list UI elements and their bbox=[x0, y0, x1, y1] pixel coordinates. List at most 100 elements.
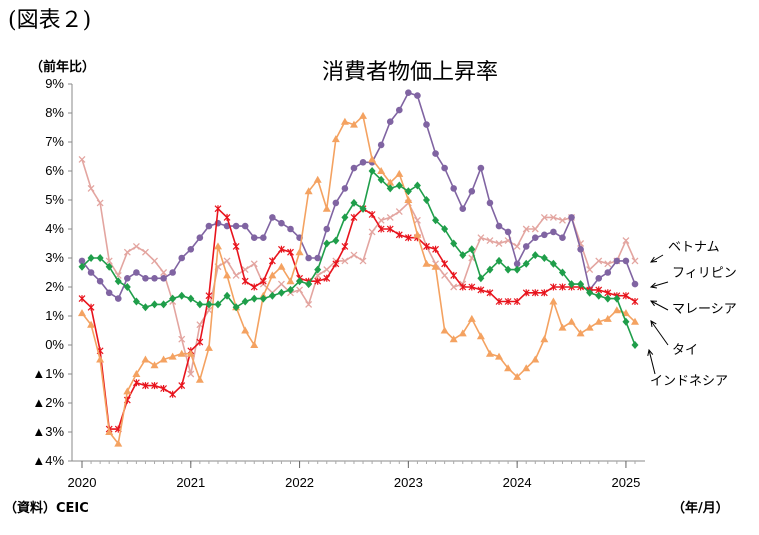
data-point-s4-m50 bbox=[531, 251, 539, 260]
data-point-s4-m59 bbox=[613, 294, 621, 303]
data-point-s4-m36 bbox=[404, 187, 412, 196]
data-point-s3-m18 bbox=[241, 326, 250, 334]
data-point-s4-m54 bbox=[568, 280, 576, 289]
data-point-s4-m5 bbox=[123, 283, 131, 291]
label-arrow-line bbox=[650, 281, 669, 288]
label-arrow-head bbox=[647, 348, 654, 356]
data-point-s1-m0 bbox=[78, 257, 86, 265]
data-point-s0-m51 bbox=[540, 213, 548, 221]
data-point-s2-m19 bbox=[250, 283, 258, 291]
data-point-s4-m45 bbox=[486, 265, 494, 274]
data-point-s0-m60 bbox=[622, 237, 630, 245]
data-point-s1-m51 bbox=[541, 231, 548, 239]
data-point-s1-m34 bbox=[386, 118, 394, 125]
data-point-s3-m37 bbox=[413, 230, 422, 238]
data-point-s4-m41 bbox=[450, 239, 458, 248]
data-point-s2-m17 bbox=[232, 242, 240, 250]
data-point-s2-m0 bbox=[78, 295, 86, 303]
data-point-s4-m51 bbox=[540, 254, 548, 262]
data-point-s1-m30 bbox=[350, 164, 358, 172]
x-axis-unit-label: （年/月） bbox=[672, 501, 729, 516]
data-point-s2-m27 bbox=[323, 274, 331, 282]
data-point-s2-m6 bbox=[132, 379, 140, 387]
data-point-s0-m0 bbox=[78, 155, 86, 163]
data-point-s4-m11 bbox=[178, 291, 186, 300]
data-point-s0-m46 bbox=[495, 240, 503, 247]
label-arrow-line bbox=[650, 320, 669, 346]
data-point-s2-m47 bbox=[504, 298, 512, 305]
data-point-s4-m0 bbox=[78, 262, 86, 271]
data-point-s4-m27 bbox=[323, 239, 331, 248]
data-point-s1-m52 bbox=[550, 228, 557, 236]
x-tick-label: 2025 bbox=[611, 475, 640, 490]
data-point-s4-m13 bbox=[196, 300, 204, 309]
source-note: （資料）CEIC bbox=[4, 501, 89, 516]
data-point-s3-m40 bbox=[440, 326, 449, 334]
series-label: ベトナム bbox=[668, 240, 720, 255]
data-point-s2-m1 bbox=[87, 303, 95, 311]
y-tick-label: ▲2% bbox=[32, 395, 64, 410]
series-label: マレーシア bbox=[672, 302, 737, 317]
data-point-s1-m18 bbox=[241, 222, 249, 230]
data-point-s3-m9 bbox=[159, 355, 168, 363]
data-point-s4-m57 bbox=[595, 291, 603, 300]
data-point-s2-m30 bbox=[350, 213, 358, 221]
data-point-s3-m7 bbox=[141, 355, 150, 363]
series-label: タイ bbox=[672, 343, 698, 358]
data-point-s0-m7 bbox=[141, 248, 149, 256]
data-point-s0-m9 bbox=[160, 269, 168, 276]
data-point-s0-m50 bbox=[531, 225, 539, 233]
data-point-s3-m51 bbox=[540, 335, 549, 343]
data-point-s0-m35 bbox=[395, 208, 403, 216]
data-point-s2-m20 bbox=[259, 277, 267, 285]
data-point-s3-m57 bbox=[594, 317, 603, 325]
data-point-s2-m16 bbox=[223, 213, 231, 221]
data-point-s4-m32 bbox=[368, 167, 376, 175]
data-point-s3-m30 bbox=[349, 120, 358, 128]
data-point-s0-m45 bbox=[486, 237, 494, 245]
data-point-s2-m11 bbox=[178, 382, 186, 390]
data-point-s3-m5 bbox=[123, 387, 132, 395]
data-point-s1-m36 bbox=[405, 89, 412, 96]
data-point-s1-m41 bbox=[450, 185, 457, 192]
x-tick-label: 2020 bbox=[68, 475, 97, 490]
data-point-s4-m61 bbox=[631, 341, 639, 349]
data-point-s2-m10 bbox=[169, 390, 177, 398]
data-point-s3-m44 bbox=[476, 332, 485, 340]
data-point-s3-m31 bbox=[359, 111, 368, 119]
data-point-s4-m47 bbox=[504, 265, 512, 274]
data-point-s0-m61 bbox=[631, 257, 639, 265]
data-point-s1-m55 bbox=[577, 246, 584, 253]
data-point-s3-m53 bbox=[558, 323, 567, 331]
data-point-s1-m8 bbox=[151, 275, 158, 282]
data-point-s2-m40 bbox=[441, 260, 449, 268]
data-point-s3-m19 bbox=[250, 341, 259, 348]
data-point-s3-m8 bbox=[150, 361, 159, 369]
data-point-s1-m61 bbox=[631, 280, 639, 288]
data-point-s1-m33 bbox=[377, 141, 385, 149]
data-point-s0-m12 bbox=[187, 370, 195, 378]
data-point-s4-m56 bbox=[586, 288, 594, 297]
chart-title: 消費者物価上昇率 bbox=[321, 60, 498, 85]
data-point-s2-m46 bbox=[495, 298, 503, 305]
data-point-s4-m16 bbox=[223, 291, 231, 300]
data-point-s0-m33 bbox=[377, 216, 385, 224]
data-point-s4-m15 bbox=[214, 300, 222, 309]
data-point-s3-m56 bbox=[585, 323, 594, 331]
data-point-s4-m60 bbox=[622, 317, 630, 326]
data-point-s4-m35 bbox=[395, 181, 403, 190]
data-point-s3-m34 bbox=[386, 178, 395, 186]
data-point-s4-m23 bbox=[287, 285, 295, 294]
data-point-s1-m28 bbox=[332, 199, 340, 207]
data-point-s1-m60 bbox=[622, 257, 630, 265]
label-arrow-line bbox=[650, 300, 669, 311]
data-point-s2-m15 bbox=[214, 205, 222, 213]
data-point-s0-m16 bbox=[223, 257, 231, 265]
data-point-s4-m1 bbox=[87, 254, 95, 262]
data-point-s3-m38 bbox=[422, 259, 431, 267]
data-point-s3-m13 bbox=[195, 375, 204, 383]
data-point-s2-m34 bbox=[386, 225, 394, 233]
data-point-s2-m23 bbox=[287, 248, 294, 256]
series-line-1 bbox=[81, 91, 636, 300]
data-point-s2-m14 bbox=[205, 292, 213, 300]
